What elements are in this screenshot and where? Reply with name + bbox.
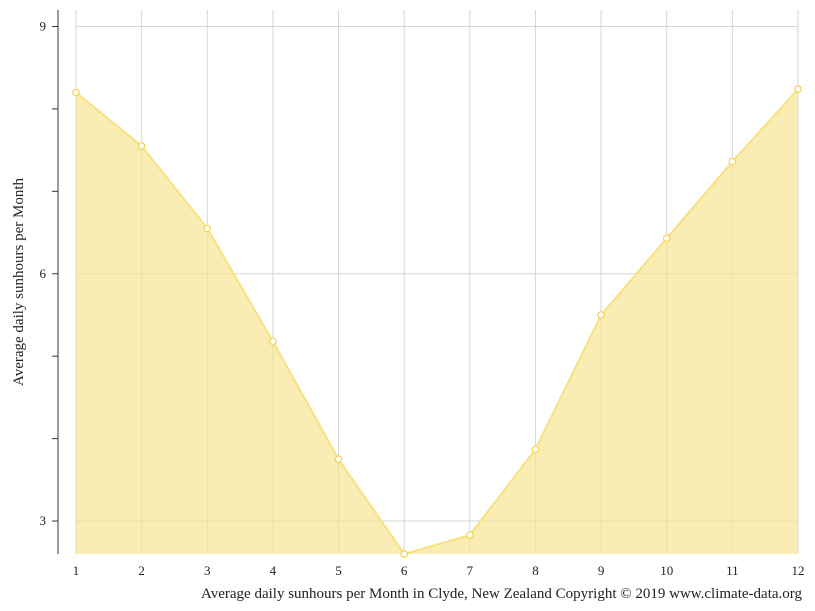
y-tick-label-9: 9 [40, 18, 47, 33]
x-tick-label-4: 4 [270, 563, 277, 578]
data-point-3 [203, 224, 212, 233]
data-point-9 [597, 311, 605, 319]
x-tick-label-11: 11 [726, 563, 739, 578]
data-point-2 [137, 142, 146, 150]
y-axis-title: Average daily sunhours per Month [11, 178, 27, 387]
x-tick-label-9: 9 [598, 563, 605, 578]
data-point-5 [334, 455, 343, 464]
x-tick-label-7: 7 [467, 563, 474, 578]
data-point-11 [728, 157, 737, 166]
x-tick-label-2: 2 [138, 563, 145, 578]
y-tick-label-3: 3 [40, 513, 47, 528]
data-point-1 [72, 88, 80, 97]
x-tick-label-1: 1 [73, 563, 80, 578]
axis-layer [52, 10, 59, 554]
data-point-12 [794, 85, 802, 93]
x-tick-label-3: 3 [204, 563, 211, 578]
x-tick-label-12: 12 [792, 563, 805, 578]
x-tick-label-5: 5 [335, 563, 342, 578]
x-tick-label-10: 10 [660, 563, 673, 578]
series-line [75, 88, 799, 555]
data-point-4 [269, 337, 277, 346]
data-point-6 [400, 550, 409, 558]
series-area [76, 89, 798, 555]
y-tick-label-6: 6 [40, 266, 47, 281]
data-point-7 [465, 531, 474, 539]
series-layer [72, 85, 802, 558]
data-point-8 [531, 445, 540, 454]
chart-caption: Average daily sunhours per Month in Clyd… [201, 586, 802, 602]
x-tick-label-6: 6 [401, 563, 408, 578]
data-point-10 [662, 234, 671, 243]
x-tick-label-8: 8 [532, 563, 539, 578]
